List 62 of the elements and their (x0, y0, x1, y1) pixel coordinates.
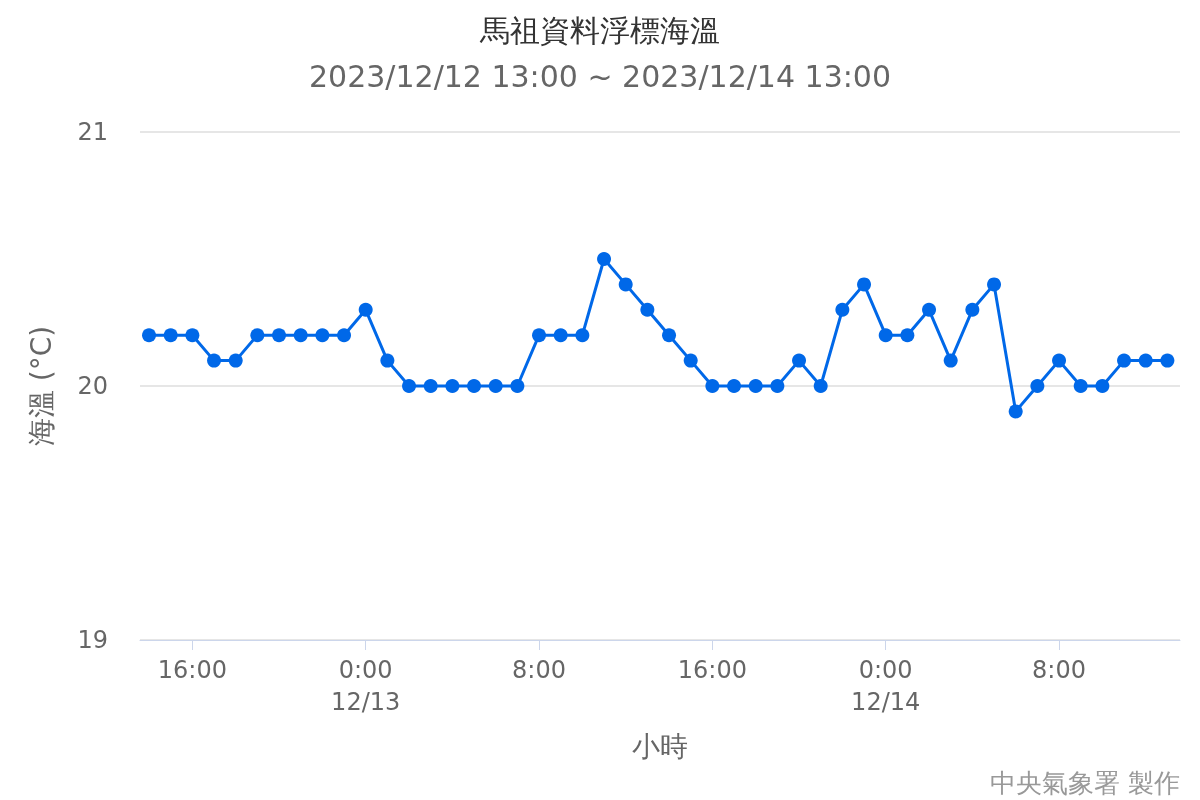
x-tick-label: 16:00 (677, 656, 747, 684)
x-tick-label: 16:00 (157, 656, 227, 684)
point (900, 328, 915, 343)
point (727, 379, 742, 393)
point (380, 353, 395, 368)
point (792, 353, 807, 368)
x-tick-label: 0:00 12/14 (851, 656, 921, 716)
point (618, 277, 633, 292)
point (402, 379, 417, 393)
point (272, 328, 287, 343)
point (878, 328, 893, 343)
chart-title: 馬祖資料浮標海溫 (479, 12, 720, 48)
point (748, 379, 763, 393)
point (943, 353, 958, 368)
point (922, 302, 937, 317)
point (358, 302, 373, 317)
point (683, 353, 698, 368)
point (705, 379, 720, 393)
point (1073, 379, 1088, 393)
point (1030, 379, 1045, 393)
point (228, 353, 243, 368)
point (987, 277, 1002, 292)
point (1160, 353, 1175, 368)
point (142, 328, 157, 343)
point (163, 328, 178, 343)
point (575, 328, 590, 343)
point (597, 252, 612, 266)
point (553, 328, 568, 343)
point (1008, 404, 1023, 419)
y-tick-label: 21 (77, 118, 108, 146)
y-tick-label: 19 (77, 626, 108, 654)
point (185, 328, 200, 343)
point (510, 379, 525, 393)
point (423, 379, 438, 393)
x-tick-label: 0:00 12/13 (331, 656, 401, 716)
chart-subtitle: 2023/12/12 13:00 ~ 2023/12/14 13:00 (308, 58, 892, 94)
point (965, 302, 980, 317)
point (250, 328, 265, 343)
text: 中央氣象署 製作 (989, 768, 1180, 798)
point (488, 379, 503, 393)
point (662, 328, 677, 343)
point (1138, 353, 1153, 368)
point (315, 328, 330, 343)
point (813, 379, 828, 393)
x-axis-title: 小時 (632, 729, 688, 763)
point (1052, 353, 1067, 368)
point (337, 328, 352, 343)
point (445, 379, 460, 393)
point (467, 379, 482, 393)
point (1117, 353, 1132, 368)
point (532, 328, 547, 343)
point (207, 353, 222, 368)
x-tick-label: 8:00 (1032, 656, 1086, 684)
point (857, 277, 872, 292)
y-tick-label: 20 (77, 372, 108, 400)
point (835, 302, 850, 317)
y-axis-title: 海溫 (°C) (24, 325, 58, 447)
point (640, 302, 655, 317)
point (293, 328, 308, 343)
x-tick-label: 8:00 (512, 656, 566, 684)
point (770, 379, 785, 393)
point (1095, 379, 1110, 393)
